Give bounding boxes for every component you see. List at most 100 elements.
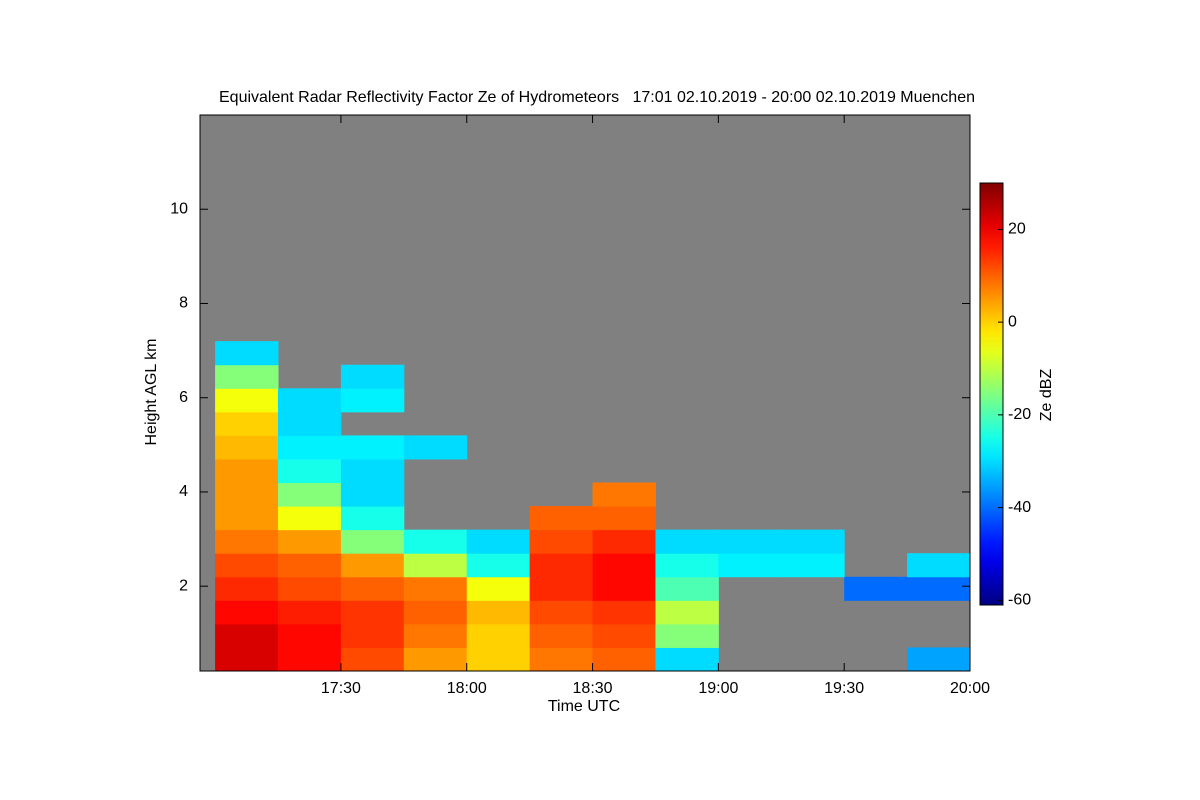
- colorbar: [979, 182, 1004, 606]
- heatmap-cell: [340, 388, 405, 413]
- heatmap-cell: [278, 458, 342, 484]
- heatmap-cell: [278, 553, 342, 578]
- colorbar-tick-label: -60: [1008, 592, 1031, 609]
- y-tick-label: 4: [179, 483, 188, 500]
- x-tick-label: 18:00: [447, 680, 487, 697]
- heatmap-cell: [215, 576, 279, 601]
- heatmap-cell: [403, 623, 468, 648]
- heatmap-cell: [403, 600, 468, 625]
- heatmap-cell: [340, 364, 405, 389]
- heatmap-cell: [466, 576, 531, 601]
- heatmap-cell: [403, 529, 468, 554]
- heatmap-cell: [907, 576, 970, 601]
- heatmap-cell: [529, 553, 594, 578]
- heatmap-cell: [592, 529, 656, 554]
- heatmap-cell: [340, 553, 405, 578]
- heatmap-cell: [529, 576, 594, 601]
- heatmap-cell: [592, 623, 656, 648]
- heatmap-cell: [278, 623, 342, 648]
- heatmap-cell: [340, 600, 405, 625]
- heatmap-cell: [718, 553, 782, 578]
- heatmap-cell: [215, 435, 279, 460]
- heatmap-cell: [655, 600, 719, 625]
- heatmap-cell: [781, 553, 845, 578]
- heatmap-cell: [340, 623, 405, 648]
- heatmap-cell: [215, 529, 279, 554]
- chart-title: Equivalent Radar Reflectivity Factor Ze …: [219, 89, 975, 106]
- heatmap-cell: [403, 435, 468, 460]
- heatmap-cell: [340, 506, 405, 531]
- x-tick-label: 19:30: [824, 680, 864, 697]
- x-tick-label: 17:30: [321, 680, 361, 697]
- heatmap-cell: [278, 529, 342, 554]
- heatmap-cell: [592, 482, 656, 507]
- heatmap-cell: [466, 623, 531, 648]
- heatmap-cell: [403, 647, 468, 671]
- heatmap-cell: [215, 411, 279, 436]
- colorbar-label: Ze dBZ: [1038, 369, 1055, 422]
- x-tick-label: 19:00: [698, 680, 738, 697]
- heatmap-cell: [340, 647, 405, 671]
- heatmap-cell: [592, 576, 656, 601]
- heatmap-cell: [278, 576, 342, 601]
- x-tick-label: 18:30: [573, 680, 613, 697]
- heatmap-cell: [215, 388, 279, 413]
- heatmap-cell: [529, 623, 594, 648]
- heatmap-cell: [529, 600, 594, 625]
- heatmap-cell: [466, 529, 531, 554]
- heatmap-cell: [278, 506, 342, 531]
- heatmap-cell: [278, 647, 342, 671]
- heatmap-cell: [215, 482, 279, 507]
- colorbar-tick-label: -20: [1008, 406, 1031, 423]
- heatmap-cell: [592, 506, 656, 531]
- plot-frame: [199, 114, 971, 672]
- heatmap-cell: [592, 553, 656, 578]
- heatmap-cell: [278, 388, 342, 413]
- heatmap-cell: [592, 600, 656, 625]
- heatmap-cell: [278, 482, 342, 507]
- colorbar-tick-label: 0: [1008, 313, 1017, 330]
- heatmap-cell: [529, 529, 594, 554]
- heatmap-cell: [340, 529, 405, 554]
- heatmap-cell: [529, 506, 594, 531]
- heatmap-cell: [655, 623, 719, 648]
- x-tick-label: 20:00: [950, 680, 990, 697]
- heatmap-cell: [340, 458, 405, 484]
- heatmap-cell: [215, 647, 279, 671]
- heatmap-cell: [907, 647, 970, 671]
- heatmap-cell: [655, 529, 719, 554]
- heatmap-cell: [340, 435, 405, 460]
- heatmap-cell: [655, 647, 719, 671]
- colorbar-tick-label: 20: [1008, 221, 1026, 238]
- y-tick-label: 8: [179, 295, 188, 312]
- y-tick-label: 2: [179, 577, 188, 594]
- heatmap-cell: [215, 553, 279, 578]
- heatmap-cell: [215, 458, 279, 484]
- heatmap-cell: [781, 529, 845, 554]
- heatmap-cell: [466, 647, 531, 671]
- heatmap-cell: [340, 482, 405, 507]
- colorbar-tick-label: -40: [1008, 499, 1031, 516]
- heatmap-cell: [466, 600, 531, 625]
- heatmap-cell: [655, 576, 719, 601]
- heatmap-cell: [403, 576, 468, 601]
- heatmap-cell: [215, 600, 279, 625]
- heatmap: [215, 341, 970, 671]
- heatmap-cell: [340, 576, 405, 601]
- heatmap-cell: [529, 647, 594, 671]
- y-tick-label: 10: [170, 200, 188, 217]
- y-tick-label: 6: [179, 389, 188, 406]
- heatmap-cell: [278, 411, 342, 436]
- heatmap-cell: [844, 576, 908, 601]
- heatmap-cell: [655, 553, 719, 578]
- heatmap-cell: [215, 506, 279, 531]
- heatmap-cell: [278, 435, 342, 460]
- heatmap-cell: [403, 553, 468, 578]
- y-axis-label: Height AGL km: [143, 338, 160, 445]
- heatmap-cell: [592, 647, 656, 671]
- heatmap-cell: [466, 553, 531, 578]
- heatmap-cell: [215, 341, 279, 366]
- heatmap-cell: [215, 623, 279, 648]
- x-axis-label: Time UTC: [548, 698, 620, 715]
- heatmap-cell: [215, 364, 279, 389]
